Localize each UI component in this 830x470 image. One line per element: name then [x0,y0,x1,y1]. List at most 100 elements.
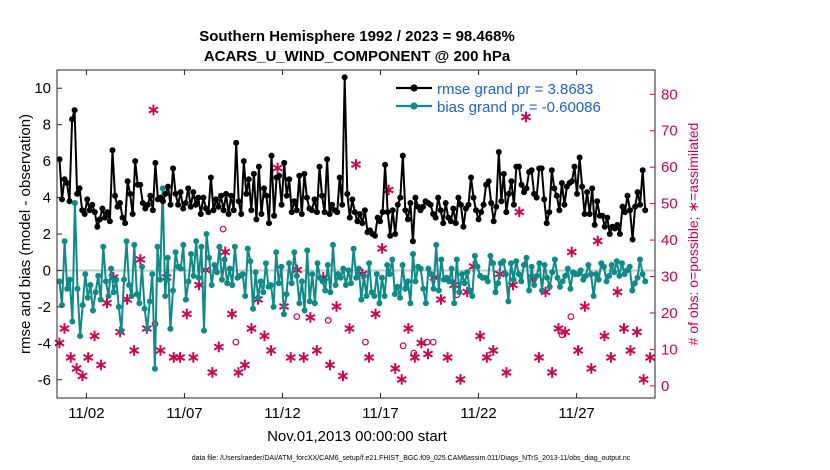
bias-point [595,276,602,283]
bias-point [428,271,434,278]
y-tick-label: 0 [43,262,51,279]
bias-point [239,271,246,278]
rmse-point [508,178,515,185]
rmse-point [629,236,636,243]
bias-point [355,265,362,272]
rmse-point [195,194,202,201]
bias-point [162,293,169,299]
bias-point [131,241,138,248]
rmse-point [316,163,323,170]
obs-assimilated-point: ∗ [206,364,219,381]
rmse-point [263,192,270,199]
rmse-point [228,192,235,199]
rmse-point [147,192,154,199]
bias-point [425,265,432,272]
rmse-point [182,200,189,206]
bias-point [231,243,238,250]
rmse-point [311,196,318,203]
obs-assimilated-point: ∗ [441,350,454,367]
bias-point [157,276,164,283]
rmse-point [468,174,474,181]
bias-point [180,241,187,248]
obs-assimilated-point: ∗ [76,368,89,385]
bias-point [456,289,463,296]
y-axis-right: 0 10 20 30 40 50 60 70 80 [650,86,678,395]
obs-assimilated-point: ∗ [349,157,362,174]
bias-point [551,256,558,263]
obs-assimilated-point: ∗ [532,350,545,367]
rmse-point [177,189,184,196]
rmse-point [619,203,626,210]
rmse-point [94,223,101,230]
chart-title: Southern Hemisphere 1992 / 2023 = 98.468… [199,28,515,45]
bias-point [350,245,357,252]
bias-point [619,260,625,267]
rmse-point [399,152,406,159]
rmse-point [493,203,500,210]
rmse-point [503,209,510,216]
bias-point [293,272,300,279]
rmse-point [589,185,596,192]
rmse-point [329,201,336,208]
rmse-point [89,201,96,208]
bias-point [629,287,636,294]
bias-point [74,285,81,292]
bias-point [255,294,262,301]
rmse-point [91,209,98,216]
rmse-point [185,185,192,192]
bias-point [280,311,287,318]
rmse-point [210,207,217,214]
obs-assimilated-point: ∗ [245,321,258,338]
rmse-point [243,190,250,197]
rmse-point [117,200,123,206]
bias-point [616,272,623,279]
bias-point [371,293,378,299]
obs-assimilated-point: ∗ [388,361,401,378]
rmse-point [268,152,275,159]
x-tick-label: 11/12 [264,405,300,422]
y2-tick-label: 80 [661,86,678,103]
bias-point [373,271,380,278]
obs-possible-point [219,225,227,233]
bias-point [466,287,473,294]
y-tick-label: 8 [43,117,51,134]
bias-point [562,272,569,279]
bias-point [495,280,502,287]
rmse-point [271,212,278,219]
bias-point [603,278,610,285]
bias-point [430,285,437,292]
rmse-point [213,196,219,203]
rmse-point [255,163,262,170]
bias-point [510,276,517,283]
obs-assimilated-point: ∗ [58,321,71,338]
rmse-point [334,209,341,216]
rmse-point [190,189,197,196]
rmse-point [379,209,386,216]
obs-assimilated-point: ∗ [617,321,630,338]
bias-point [397,294,404,301]
bias-point [528,263,535,270]
x-tick-label: 11/17 [362,405,398,422]
rmse-point [498,198,505,205]
rmse-point [278,201,285,208]
rmse-point [387,232,394,239]
bias-point [490,260,496,267]
rmse-point [276,172,283,179]
obs-assimilated-point: ∗ [454,372,467,389]
bias-point [342,282,349,288]
bias-point [410,251,416,257]
rmse-point [96,216,103,223]
bias-point [141,305,148,312]
rmse-point [470,194,477,201]
rmse-point [324,156,331,163]
rmse-point [473,207,479,214]
y2-tick-label: 50 [661,196,678,213]
obs-assimilated-point: ∗ [70,361,83,378]
y-tick-label: -6 [38,372,51,389]
bias-point [309,271,316,278]
rmse-point [321,209,328,216]
rmse-point [220,207,227,214]
bias-point [469,293,476,299]
bias-point [278,263,285,270]
rmse-point [372,232,378,239]
